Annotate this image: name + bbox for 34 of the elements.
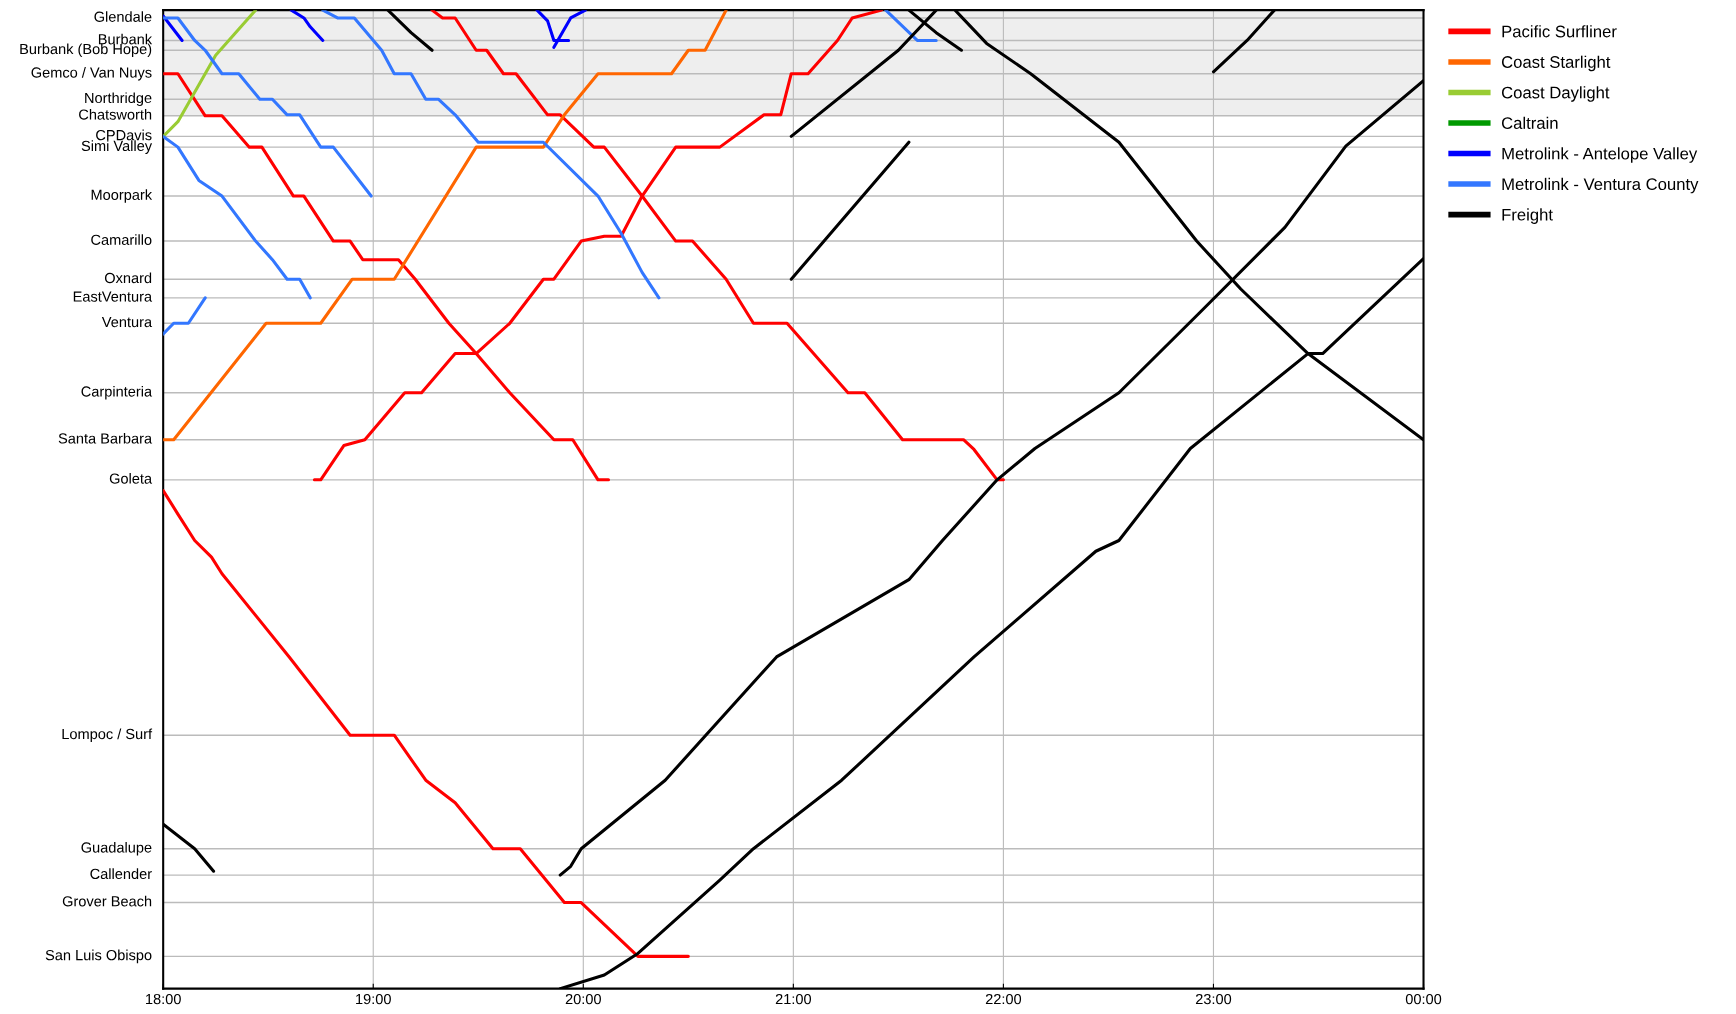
ref-line-label: San Luis Obispo: [45, 949, 152, 964]
ref-line-label: Gemco / Van Nuys: [31, 66, 152, 81]
ref-line-label: CPDavis: [96, 129, 152, 141]
ref-line-label: Simi Valley: [81, 140, 153, 154]
legend-label: Caltrain: [1501, 116, 1558, 129]
ref-line-label: Oxnard: [104, 272, 152, 284]
ref-line-label: Goleta: [109, 473, 153, 484]
legend-label: Pacific Surfliner: [1502, 25, 1617, 38]
ref-line-label: Callender: [90, 868, 152, 880]
ref-line-label: Ventura: [101, 317, 153, 328]
legend-label: Metrolink - Ventura County: [1502, 177, 1699, 194]
ref-line-label: Guadalupe: [81, 841, 152, 856]
ref-line-label: Carpinteria: [81, 385, 153, 400]
ref-line-label: Santa Barbara: [58, 432, 153, 444]
ref-line-label: Chatsworth: [79, 109, 152, 120]
legend-label: Coast Starlight: [1501, 55, 1611, 72]
x-tick-label: 21:00: [775, 993, 812, 1005]
x-tick-label: 22:00: [985, 993, 1022, 1005]
legend-label: Metrolink - Antelope Valley: [1502, 147, 1698, 163]
ref-line-label: Moorpark: [91, 189, 153, 203]
ref-line-label: Camarillo: [91, 234, 152, 245]
ref-line-label: Lompoc / Surf: [62, 728, 153, 743]
ref-line-label: EastVentura: [73, 291, 153, 302]
legend-label: Freight: [1502, 208, 1553, 224]
legend-label: Coast Daylight: [1501, 86, 1610, 102]
ref-line-label: Burbank: [98, 33, 153, 45]
x-tick-label: 20:00: [565, 993, 601, 1005]
x-tick-label: 00:00: [1405, 993, 1442, 1005]
x-tick-label: 19:00: [356, 993, 391, 1005]
x-tick-label: 23:00: [1195, 993, 1232, 1005]
ref-line-label: Glendale: [94, 11, 152, 22]
ref-line-label: Northridge: [85, 92, 152, 106]
x-tick-label: 18:00: [146, 993, 181, 1005]
ref-line-label: Grover Beach: [62, 895, 152, 907]
